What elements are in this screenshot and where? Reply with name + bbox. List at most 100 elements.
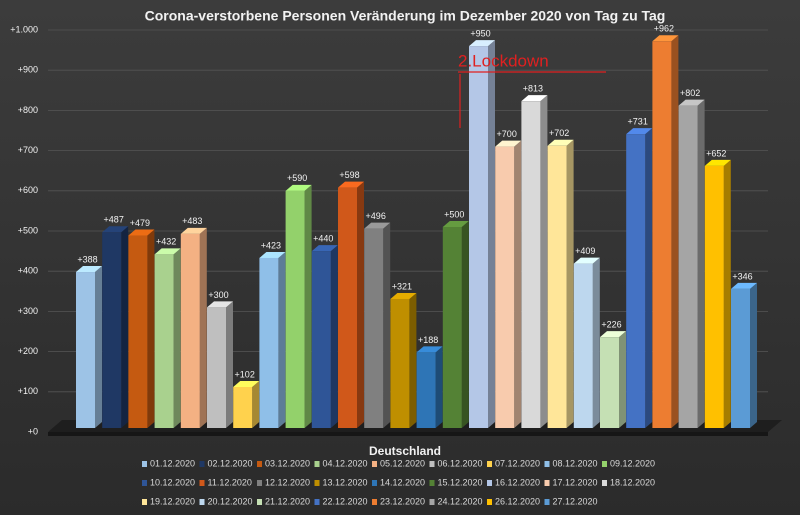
bar-top — [207, 301, 233, 308]
bar-top — [128, 229, 155, 236]
y-tick-label: +0 — [28, 426, 38, 436]
legend-label: 04.12.2020 — [323, 458, 368, 468]
bar — [233, 386, 253, 428]
bar-top — [573, 257, 600, 264]
bar-top — [626, 128, 653, 135]
bar — [442, 227, 462, 428]
legend-swatch — [544, 461, 550, 467]
value-label: +479 — [130, 218, 150, 228]
bar-side — [750, 282, 757, 428]
bar — [128, 235, 148, 428]
value-label: +440 — [313, 233, 333, 243]
bar-side — [304, 184, 312, 428]
bar-top — [102, 226, 129, 233]
bar-side — [697, 99, 705, 428]
legend-label: 12.12.2020 — [265, 477, 310, 487]
legend-label: 14.12.2020 — [380, 477, 425, 487]
bar — [704, 165, 724, 428]
legend-label: 21.12.2020 — [265, 496, 310, 506]
legend-label: 26.12.2020 — [495, 496, 540, 506]
legend-swatch — [142, 461, 147, 467]
legend-label: 03.12.2020 — [265, 458, 310, 468]
legend-label: 17.12.2020 — [553, 477, 598, 487]
value-label: +321 — [392, 281, 412, 291]
chart-title: Corona-verstorbene Personen Veränderung … — [145, 8, 666, 24]
legend-label: 22.12.2020 — [323, 496, 368, 506]
bars: +388 +487 +479 +432 +483 +300 +102 +423 +590 +440… — [76, 24, 757, 428]
bar — [469, 46, 488, 428]
bar-side — [357, 181, 364, 428]
bar — [102, 232, 122, 428]
bar — [285, 190, 305, 428]
bar-top — [652, 35, 679, 42]
legend-swatch — [314, 499, 320, 505]
bar-top — [76, 266, 102, 273]
value-label: +188 — [418, 335, 438, 345]
value-label: +700 — [497, 129, 517, 139]
bar — [154, 254, 174, 428]
legend-swatch — [199, 461, 205, 467]
legend-label: 23.12.2020 — [380, 496, 425, 506]
value-label: +409 — [575, 246, 595, 256]
legend-swatch — [429, 480, 435, 486]
legend-label: 06.12.2020 — [438, 458, 483, 468]
value-label: +598 — [339, 170, 359, 180]
value-label: +962 — [654, 24, 674, 34]
value-label: +487 — [104, 215, 124, 225]
bar-top — [285, 184, 312, 191]
legend-label: 16.12.2020 — [495, 477, 540, 487]
bar-side — [619, 331, 626, 428]
bar-side — [592, 257, 600, 428]
bar-side — [226, 301, 233, 428]
bar-side — [330, 245, 338, 428]
legend-swatch — [199, 499, 205, 505]
y-tick-label: +700 — [18, 145, 38, 155]
bar-top — [416, 346, 443, 353]
bar-side — [435, 346, 443, 428]
value-label: +483 — [182, 216, 202, 226]
bar — [207, 307, 226, 428]
legend-swatch — [257, 499, 262, 505]
bar-top — [731, 282, 757, 289]
bar-side — [723, 159, 731, 428]
y-tick-label: +1.000 — [10, 24, 38, 34]
value-label: +950 — [470, 28, 490, 38]
legend-swatch — [487, 461, 492, 467]
bar-top — [154, 248, 181, 255]
y-tick-label: +300 — [18, 306, 38, 316]
bar-side — [95, 266, 102, 428]
bar — [76, 272, 95, 428]
value-label: +102 — [235, 369, 255, 379]
bar — [364, 228, 384, 428]
legend-swatch — [544, 480, 550, 486]
value-label: +346 — [732, 271, 752, 281]
legend-swatch — [142, 480, 147, 486]
bar-top — [338, 181, 364, 188]
bar-side — [252, 380, 260, 428]
legend-label: 02.12.2020 — [208, 458, 253, 468]
value-label: +802 — [680, 88, 700, 98]
bar — [573, 263, 593, 428]
bar-side — [488, 40, 495, 428]
bar-top — [233, 380, 260, 387]
bar-side — [671, 35, 679, 428]
bar-side — [645, 128, 653, 428]
bar-side — [173, 248, 181, 428]
bar-side — [383, 222, 391, 428]
legend-label: 07.12.2020 — [495, 458, 540, 468]
legend-label: 01.12.2020 — [150, 458, 195, 468]
legend-label: 10.12.2020 — [150, 477, 195, 487]
y-tick-label: +100 — [18, 386, 38, 396]
legend-swatch — [487, 499, 492, 505]
value-label: +500 — [444, 209, 464, 219]
bar-side — [147, 229, 155, 428]
legend-swatch — [429, 499, 435, 505]
bar — [495, 146, 515, 428]
legend-label: 24.12.2020 — [438, 496, 483, 506]
legend-swatch — [429, 461, 435, 467]
legend-label: 11.12.2020 — [208, 477, 252, 487]
y-tick-label: +500 — [18, 225, 38, 235]
legend-label: 20.12.2020 — [208, 496, 253, 506]
